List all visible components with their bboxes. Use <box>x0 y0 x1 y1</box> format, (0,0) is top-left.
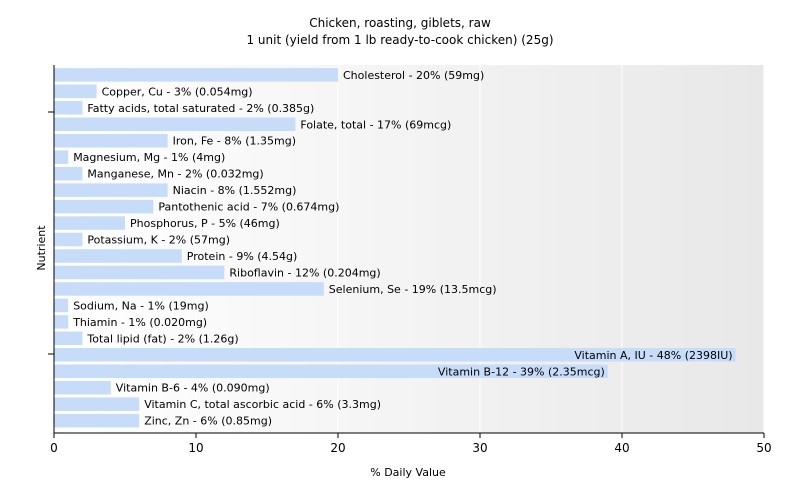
bar-label: Thiamin - 1% (0.020mg) <box>72 316 207 329</box>
bar-label: Iron, Fe - 8% (1.35mg) <box>173 135 296 148</box>
x-tick-label: 30 <box>472 441 487 455</box>
bar-label: Fatty acids, total saturated - 2% (0.385… <box>87 102 314 115</box>
chart-title: Chicken, roasting, giblets, raw <box>309 16 491 30</box>
bar-label: Protein - 9% (4.54g) <box>187 250 298 263</box>
bar <box>54 117 296 132</box>
bar-label: Folate, total - 17% (69mcg) <box>300 118 451 131</box>
bar-label: Potassium, K - 2% (57mg) <box>87 234 230 247</box>
bar-label: Vitamin B-12 - 39% (2.35mcg) <box>438 365 605 378</box>
bar-label: Vitamin C, total ascorbic acid - 6% (3.3… <box>144 398 381 411</box>
bar-label: Selenium, Se - 19% (13.5mcg) <box>329 283 497 296</box>
x-tick-label: 50 <box>756 441 771 455</box>
bar <box>54 68 338 82</box>
bar <box>54 150 69 164</box>
bar <box>54 282 324 296</box>
bar <box>54 397 140 411</box>
bar-label: Vitamin A, IU - 48% (2398IU) <box>574 349 732 362</box>
x-tick-label: 40 <box>614 441 629 455</box>
bar-label: Vitamin B-6 - 4% (0.090mg) <box>116 382 270 395</box>
bar <box>54 199 154 214</box>
bar <box>54 331 83 346</box>
x-tick-label: 10 <box>188 441 203 455</box>
bar <box>54 265 225 280</box>
bar <box>54 380 111 395</box>
bar <box>54 133 168 148</box>
bar <box>54 298 69 313</box>
bar <box>54 232 83 247</box>
bar <box>54 101 83 115</box>
bar-label: Sodium, Na - 1% (19mg) <box>73 299 209 312</box>
bar <box>54 364 608 379</box>
bar-label: Cholesterol - 20% (59mg) <box>343 69 484 82</box>
bar <box>54 84 97 99</box>
x-tick-label: 20 <box>330 441 345 455</box>
bar-label: Total lipid (fat) - 2% (1.26g) <box>86 332 238 345</box>
bar-label: Magnesium, Mg - 1% (4mg) <box>73 151 225 164</box>
x-tick-label: 0 <box>50 441 58 455</box>
bar-label: Niacin - 8% (1.552mg) <box>173 184 297 197</box>
bar-label: Phosphorus, P - 5% (46mg) <box>130 217 280 230</box>
bar <box>54 249 182 263</box>
bar-label: Riboflavin - 12% (0.204mg) <box>229 266 380 279</box>
bar-label: Manganese, Mn - 2% (0.032mg) <box>87 168 263 181</box>
axes: 0 10 20 30 40 50 <box>48 65 772 455</box>
y-axis-title: Nutrient <box>35 225 48 271</box>
bar <box>54 348 736 362</box>
bar <box>54 216 125 230</box>
x-axis-title: % Daily Value <box>370 466 446 479</box>
chart-subtitle: 1 unit (yield from 1 lb ready-to-cook ch… <box>246 33 553 47</box>
bar-label: Copper, Cu - 3% (0.054mg) <box>102 85 253 98</box>
bar <box>54 413 140 428</box>
bar <box>54 183 168 197</box>
bar <box>54 315 69 329</box>
bar <box>54 166 83 181</box>
bar-label: Zinc, Zn - 6% (0.85mg) <box>144 415 272 428</box>
bar-label: Pantothenic acid - 7% (0.674mg) <box>158 201 339 214</box>
bars: Cholesterol - 20% (59mg) Copper, Cu - 3% … <box>54 68 736 428</box>
